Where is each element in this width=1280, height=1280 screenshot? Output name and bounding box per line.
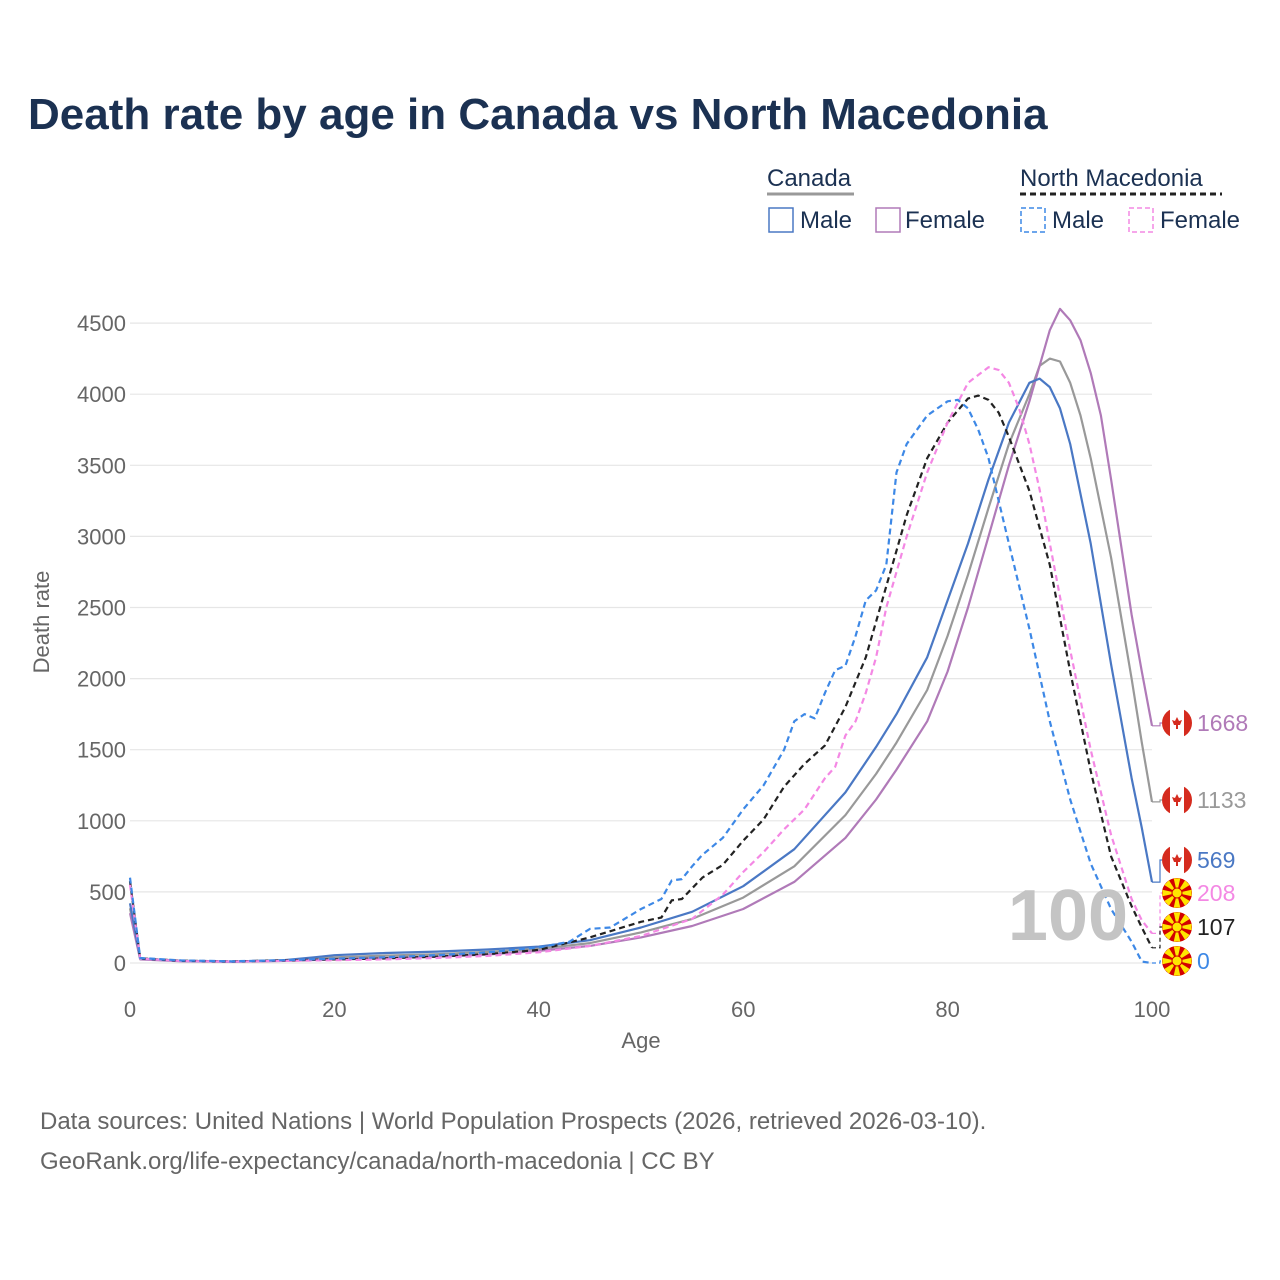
legend: Canada Male Female North Macedonia Male Femal…	[767, 165, 1240, 234]
legend-label-male: Male	[1052, 207, 1104, 234]
legend-group-north-macedonia: North Macedonia	[1020, 165, 1203, 192]
legend-swatch-female[interactable]	[875, 207, 901, 233]
end-label-value: 1668	[1197, 710, 1248, 736]
source-line-2[interactable]: GeoRank.org/life-expectancy/canada/north…	[40, 1148, 715, 1175]
flag-sun-ray	[1173, 912, 1181, 927]
watermark-label: 100	[1008, 876, 1128, 956]
flag-sun	[1171, 887, 1183, 899]
y-tick-label-3000: 3000	[77, 524, 126, 549]
legend-label-male: Male	[800, 207, 852, 234]
y-tick-label-1000: 1000	[77, 809, 126, 834]
flag-sun-ray	[1162, 923, 1177, 931]
y-axis-label: Death rate	[29, 571, 54, 674]
canada-flag-icon	[1162, 708, 1192, 738]
flag-sun-ray	[1173, 946, 1181, 961]
series-line-north-macedonia-male[interactable]	[128, 398, 1153, 965]
flag-red-right	[1184, 845, 1192, 875]
maple-leaf	[1172, 717, 1182, 729]
legend-swatch-female[interactable]	[1128, 207, 1154, 233]
legend-label-female: Female	[905, 207, 985, 234]
series-line-canada-both[interactable]	[128, 357, 1154, 963]
series-line-north-macedonia-both[interactable]	[128, 394, 1153, 963]
chart-title: Death rate by age in Canada vs North Mac…	[28, 90, 1048, 139]
x-tick-label-60: 60	[731, 997, 755, 1022]
x-tick-label-40: 40	[527, 997, 551, 1022]
y-tick-label-4000: 4000	[77, 382, 126, 407]
flag-red-left	[1162, 785, 1170, 815]
x-axis-label: Age	[621, 1028, 660, 1053]
flag-sun	[1171, 955, 1183, 967]
flag-sun	[1171, 921, 1183, 933]
north-macedonia-flag-icon	[1162, 878, 1192, 908]
flag-sun-ray	[1162, 957, 1177, 965]
flag-red-left	[1162, 708, 1170, 738]
maple-leaf	[1172, 854, 1182, 866]
flag-sun-ray	[1173, 961, 1181, 976]
north-macedonia-flag-icon	[1162, 912, 1192, 942]
series-line-canada-female[interactable]	[128, 307, 1154, 963]
series-line-canada-male[interactable]	[128, 377, 1154, 963]
series-lines	[128, 307, 1154, 965]
end-label-connector	[1152, 960, 1165, 964]
end-label-value: 0	[1197, 948, 1210, 974]
legend-swatch-male[interactable]	[768, 207, 794, 233]
x-tick-label-0: 0	[124, 997, 136, 1022]
flag-body	[1162, 708, 1192, 738]
canada-flag-icon	[1162, 785, 1192, 815]
flag-sun-ray	[1173, 893, 1181, 908]
gridlines	[130, 322, 1152, 964]
end-label-value: 107	[1197, 914, 1235, 940]
flag-body	[1162, 845, 1192, 875]
y-tick-label-4500: 4500	[77, 311, 126, 336]
y-tick-label-2000: 2000	[77, 667, 126, 692]
end-labels: 569 1668 1133 0 208 107	[1152, 708, 1248, 976]
x-tick-label-100: 100	[1134, 997, 1171, 1022]
legend-swatch-male[interactable]	[1020, 207, 1046, 233]
flag-sun-ray	[1177, 923, 1192, 931]
y-tick-label-0: 0	[114, 951, 126, 976]
north-macedonia-flag-icon	[1162, 946, 1192, 976]
end-label-value: 208	[1197, 880, 1235, 906]
y-tick-label-1500: 1500	[77, 738, 126, 763]
series-line-north-macedonia-female[interactable]	[128, 366, 1153, 963]
flag-red-right	[1184, 785, 1192, 815]
canada-flag-icon	[1162, 845, 1192, 875]
flag-red-left	[1162, 845, 1170, 875]
maple-leaf	[1172, 794, 1182, 806]
y-tick-label-500: 500	[89, 880, 126, 905]
source-line-1[interactable]: Data sources: United Nations | World Pop…	[40, 1108, 987, 1135]
end-label-value: 569	[1197, 847, 1235, 873]
x-tick-label-80: 80	[935, 997, 959, 1022]
flag-sun-ray	[1162, 889, 1177, 897]
flag-sun-ray	[1173, 878, 1181, 893]
flag-red-right	[1184, 708, 1192, 738]
axes: 0 500 1000 1500 2000 2500 3000 3500 4000 4500 0 20 4…	[29, 311, 1170, 1053]
flag-sun-ray	[1177, 957, 1192, 965]
end-label-value: 1133	[1197, 787, 1246, 813]
flag-sun-ray	[1173, 927, 1181, 942]
y-tick-label-3500: 3500	[77, 453, 126, 478]
legend-label-female: Female	[1160, 207, 1240, 234]
flag-body	[1162, 785, 1192, 815]
x-tick-label-20: 20	[322, 997, 346, 1022]
legend-group-canada: Canada	[767, 165, 852, 192]
flag-sun-ray	[1177, 889, 1192, 897]
y-tick-label-2500: 2500	[77, 596, 126, 621]
